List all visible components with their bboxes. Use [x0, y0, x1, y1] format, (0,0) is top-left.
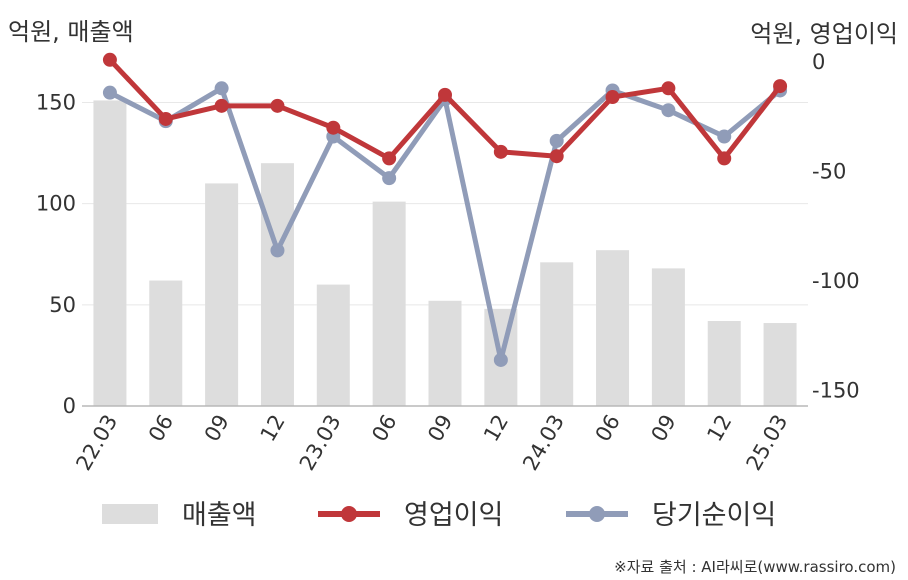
x-tick-label: 24.03 [518, 411, 569, 475]
x-tick-label: 06 [144, 411, 178, 446]
left-tick-label: 100 [36, 192, 76, 216]
net-income-point [103, 86, 117, 100]
operating-profit-point [661, 81, 675, 95]
net-income-point [494, 353, 508, 367]
right-tick-label: 0 [812, 50, 825, 74]
legend-label: 영업이익 [404, 500, 503, 531]
operating-profit-point [382, 151, 396, 165]
right-tick-label: -150 [812, 379, 860, 403]
legend-swatch-revenue [102, 504, 158, 524]
operating-profit-point [606, 90, 620, 104]
bar-revenue [652, 268, 685, 406]
legend-swatch-operating-profit-marker [341, 506, 357, 522]
bar-revenue [205, 183, 238, 406]
net-income-point [717, 129, 731, 143]
x-tick-label: 09 [200, 411, 234, 446]
operating-profit-point [103, 53, 117, 67]
operating-profit-point [270, 99, 284, 113]
legend-label: 매출액 [182, 500, 257, 531]
x-tick-label: 06 [591, 411, 625, 446]
x-tick-label: 12 [256, 411, 290, 446]
net-income-point [382, 171, 396, 185]
bar-revenue [596, 250, 629, 406]
bar-revenue [429, 301, 462, 406]
operating-profit-point [159, 112, 173, 126]
legend-swatch-net-income-marker [589, 506, 605, 522]
operating-profit-point [773, 79, 787, 93]
operating-profit-point [438, 88, 452, 102]
bar-revenue [261, 163, 294, 406]
left-tick-label: 0 [63, 394, 76, 418]
x-tick-label: 23.03 [295, 411, 346, 475]
bar-revenue [149, 281, 182, 406]
operating-profit-point [494, 145, 508, 159]
source-note: ※자료 출처 : AI라씨로(www.rassiro.com) [614, 556, 896, 577]
right-tick-label: -50 [812, 160, 846, 184]
x-tick-label: 12 [702, 411, 736, 446]
legend-label: 당기순이익 [652, 500, 776, 531]
bar-revenue [764, 323, 797, 406]
bar-revenue [373, 202, 406, 406]
left-tick-label: 150 [36, 90, 76, 114]
operating-profit-point [717, 151, 731, 165]
net-income-point [661, 103, 675, 117]
x-tick-label: 25.03 [742, 411, 793, 475]
operating-profit-point [550, 149, 564, 163]
bar-revenue [708, 321, 741, 406]
right-tick-label: -100 [812, 269, 860, 293]
bar-revenue [93, 100, 126, 406]
x-tick-label: 12 [479, 411, 513, 446]
x-tick-label: 06 [367, 411, 401, 446]
operating-profit-point [326, 121, 340, 135]
left-tick-label: 50 [49, 293, 76, 317]
bar-revenue [317, 285, 350, 406]
net-income-point [550, 134, 564, 148]
operating-profit-point [215, 99, 229, 113]
net-income-point [270, 243, 284, 257]
bar-revenue [540, 262, 573, 406]
x-tick-label: 09 [647, 411, 681, 446]
x-tick-label: 22.03 [71, 411, 122, 475]
net-income-point [215, 81, 229, 95]
x-tick-label: 09 [423, 411, 457, 446]
